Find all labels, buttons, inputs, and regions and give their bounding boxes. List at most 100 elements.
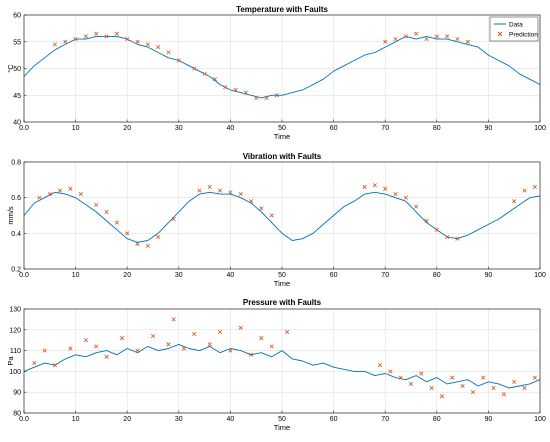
prediction-marker: [522, 188, 527, 193]
prediction-marker: [228, 190, 233, 195]
prediction-marker: [78, 192, 83, 197]
x-tick-label: 0.0: [19, 125, 29, 132]
prediction-marker: [94, 344, 99, 349]
prediction-marker: [455, 36, 460, 42]
prediction-marker: [145, 243, 150, 248]
legend-box: [489, 16, 539, 42]
x-tick-label: 70: [381, 125, 389, 132]
prediction-marker: [274, 93, 279, 98]
prediction-marker: [243, 90, 248, 95]
y-tick-label: 60: [13, 13, 21, 20]
y-tick-label: 100: [9, 369, 21, 376]
prediction-marker: [202, 71, 207, 76]
prediction-marker: [37, 195, 42, 200]
prediction-marker: [285, 329, 290, 334]
y-tick-label: 120: [9, 327, 21, 334]
prediction-marker: [470, 390, 476, 395]
prediction-marker: [512, 379, 517, 384]
y-axis-label: Pa: [6, 356, 15, 366]
x-tick-label: 10: [72, 125, 80, 132]
data-series-line: [23, 35, 541, 99]
y-axis-label: mm/s: [6, 206, 15, 225]
prediction-marker: [460, 383, 465, 389]
prediction-marker: [228, 348, 233, 353]
prediction-marker: [207, 184, 212, 190]
prediction-marker: [259, 336, 264, 341]
y-tick-label: 50: [13, 66, 21, 73]
x-tick-label: 90: [485, 125, 493, 132]
prediction-marker: [73, 36, 78, 42]
prediction-marker: [408, 381, 414, 386]
prediction-marker: [445, 234, 450, 239]
prediction-marker: [32, 360, 37, 366]
prediction-marker: [171, 317, 176, 322]
prediction-marker: [455, 236, 460, 241]
x-tick-label: 20: [123, 416, 131, 423]
prediction-marker: [114, 220, 119, 225]
prediction-marker: [259, 206, 264, 211]
x-tick-label: 40: [227, 272, 235, 279]
prediction-marker: [135, 241, 140, 247]
prediction-marker: [52, 42, 58, 47]
prediction-marker: [264, 95, 269, 101]
prediction-marker: [501, 392, 506, 397]
prediction-marker: [383, 186, 388, 191]
x-tick-label: 10: [72, 416, 80, 423]
prediction-marker: [414, 204, 419, 209]
legend-prediction-swatch: [497, 31, 503, 37]
x-tick-label: 20: [123, 125, 131, 132]
x-tick-label: 30: [175, 272, 183, 279]
x-tick-label: 0.0: [19, 416, 29, 423]
prediction-marker: [68, 186, 73, 191]
prediction-marker: [522, 385, 527, 391]
x-tick-label: 70: [381, 416, 389, 423]
x-tick-label: 100: [534, 272, 546, 279]
prediction-marker: [52, 363, 58, 368]
chart-title: Pressure with Faults: [243, 298, 322, 307]
prediction-marker: [532, 184, 537, 190]
y-tick-label: 55: [13, 39, 21, 46]
x-tick-label: 90: [485, 416, 493, 423]
prediction-marker: [419, 371, 424, 376]
x-tick-label: 50: [278, 125, 286, 132]
y-tick-label: 110: [10, 348, 21, 355]
y-tick-label: 0.8: [11, 160, 21, 167]
prediction-marker: [145, 42, 150, 47]
prediction-marker: [383, 39, 388, 44]
x-tick-label: 60: [330, 272, 338, 279]
prediction-marker: [398, 375, 403, 380]
x-tick-label: 0.0: [19, 272, 29, 279]
subplot-2: 0.0 10 20 30 40 50 60 70 80 90 100 80 90 100 110 120 130…: [6, 298, 546, 432]
prediction-marker: [414, 31, 419, 36]
prediction-marker: [156, 45, 161, 50]
prediction-marker: [104, 34, 109, 39]
data-series-line: [23, 343, 541, 389]
prediction-marker: [238, 325, 243, 330]
prediction-marker: [269, 213, 274, 218]
prediction-marker: [491, 385, 496, 391]
prediction-marker: [104, 209, 109, 215]
prediction-marker: [223, 85, 228, 90]
prediction-marker: [532, 375, 537, 380]
prediction-marker: [166, 342, 171, 347]
prediction-marker: [445, 34, 450, 39]
prediction-marker: [424, 36, 429, 42]
x-tick-label: 40: [227, 125, 235, 132]
prediction-marker: [439, 394, 445, 399]
prediction-marker: [377, 363, 383, 368]
prediction-marker: [207, 342, 212, 347]
prediction-marker: [217, 329, 223, 334]
prediction-marker: [424, 218, 429, 223]
x-tick-label: 100: [534, 125, 546, 132]
prediction-marker: [119, 336, 125, 341]
subplot-1: 0.0 10 20 30 40 50 60 70 80 90 100 0.2 0.4 0.6 0.8 Vibr…: [6, 152, 546, 288]
prediction-marker: [269, 344, 274, 349]
prediction-marker: [217, 188, 223, 193]
prediction-marker: [233, 87, 238, 92]
prediction-marker: [212, 77, 218, 82]
x-tick-label: 70: [381, 272, 389, 279]
prediction-marker: [197, 188, 202, 193]
prediction-marker: [94, 202, 99, 207]
prediction-marker: [248, 199, 254, 204]
prediction-marker: [150, 333, 156, 339]
